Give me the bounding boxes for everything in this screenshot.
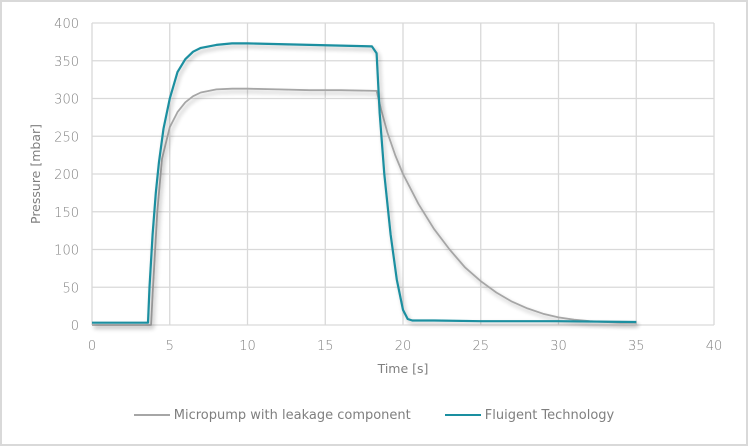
gridlines: [91, 22, 715, 326]
y-tick-label: 300: [54, 93, 79, 108]
x-tick-label: 35: [628, 339, 645, 354]
legend-label-micropump: Micropump with leakage component: [173, 407, 411, 423]
legend: Micropump with leakage component Fluigen…: [0, 404, 748, 426]
x-axis-title: Time [s]: [377, 361, 429, 376]
y-tick-label: 150: [54, 206, 79, 221]
y-axis-title: Pressure [mbar]: [28, 124, 43, 224]
x-tick-label: 30: [550, 339, 567, 354]
x-tick-label: 5: [166, 339, 174, 354]
y-tick-label: 200: [54, 168, 79, 183]
x-axis-ticks: 0 5 10 15 20 25 30 35 40: [88, 339, 722, 354]
x-tick-label: 20: [395, 339, 412, 354]
x-tick-label: 0: [88, 339, 96, 354]
y-tick-label: 0: [71, 319, 79, 334]
y-tick-label: 350: [54, 55, 79, 70]
x-tick-label: 15: [317, 339, 334, 354]
legend-label-fluigent: Fluigent Technology: [484, 407, 615, 423]
legend-swatch-fluigent: [444, 414, 481, 416]
y-tick-label: 250: [54, 130, 79, 145]
y-tick-label: 50: [62, 281, 79, 296]
series-line-micropump: [92, 87, 637, 326]
legend-item-micropump: Micropump with leakage component: [133, 407, 411, 423]
y-axis-ticks: 0 50 100 150 200 250 300 350 400: [54, 17, 79, 334]
y-tick-label: 100: [54, 244, 79, 259]
x-tick-label: 40: [706, 339, 723, 354]
y-tick-label: 400: [54, 17, 79, 32]
x-tick-label: 25: [472, 339, 489, 354]
x-tick-label: 10: [239, 339, 256, 354]
series-lines: [92, 42, 637, 326]
series-line-fluigent: [92, 42, 637, 324]
legend-swatch-micropump: [133, 414, 170, 416]
legend-item-fluigent: Fluigent Technology: [444, 407, 615, 423]
